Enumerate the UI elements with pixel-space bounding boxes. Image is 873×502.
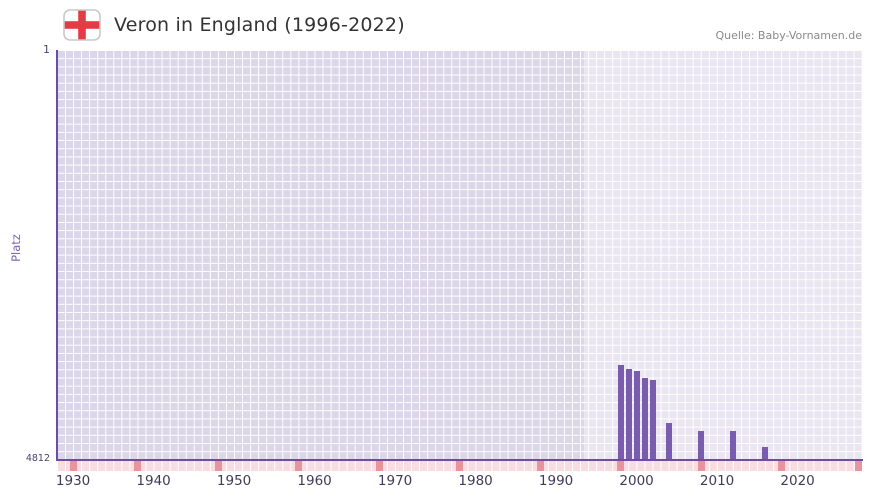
- axis-strip-mark: [855, 461, 862, 471]
- bar-2000[interactable]: [633, 371, 640, 460]
- x-tick-label-1940: 1940: [136, 473, 171, 489]
- source-attribution: Quelle: Baby-Vornamen.de: [715, 29, 862, 42]
- x-tick-label-2010: 2010: [699, 473, 735, 489]
- y-axis-line: [56, 50, 58, 461]
- y-tick-label-bottom: 4812: [25, 453, 50, 464]
- bar-2001[interactable]: [641, 377, 648, 460]
- x-tick-label-1960: 1960: [297, 473, 332, 489]
- axis-strip-mark: [69, 461, 77, 471]
- x-axis-line: [56, 459, 863, 461]
- axis-strip-mark: [375, 461, 383, 471]
- x-axis-labels: 1930 1940 1950 1960 1970 1980 1990 2000 2010 2020: [55, 473, 862, 495]
- y-tick-label-top: 1: [43, 43, 50, 56]
- axis-strip-mark: [697, 461, 705, 471]
- x-tick-label-1980: 1980: [458, 473, 493, 489]
- bar-1999[interactable]: [625, 368, 632, 460]
- x-tick-label-1930: 1930: [55, 473, 91, 489]
- plot-area: [57, 50, 862, 460]
- x-tick-label-1950: 1950: [216, 473, 252, 489]
- england-flag-icon: [63, 9, 101, 41]
- bar-2012[interactable]: [730, 431, 737, 460]
- bar-1998[interactable]: [617, 365, 624, 460]
- x-tick-label-1970: 1970: [377, 473, 413, 489]
- chart-title: Veron in England (1996-2022): [114, 14, 405, 36]
- axis-strip-mark: [134, 461, 141, 471]
- axis-strip-mark: [778, 461, 785, 471]
- bar-2008[interactable]: [698, 431, 704, 460]
- bar-2004[interactable]: [665, 423, 672, 460]
- y-axis-title: Platz: [9, 234, 23, 262]
- axis-strip-mark: [536, 461, 544, 471]
- bar-2016[interactable]: [762, 447, 769, 460]
- axis-strip-mark: [617, 461, 624, 471]
- x-tick-label-1990: 1990: [538, 473, 574, 489]
- axis-strip-mark: [456, 461, 463, 471]
- x-tick-label-2000: 2000: [619, 473, 654, 489]
- bar-2002[interactable]: [649, 379, 656, 460]
- axis-strip: [57, 461, 862, 471]
- axis-strip-mark: [214, 461, 222, 471]
- axis-strip-mark: [295, 461, 302, 471]
- x-tick-label-2020: 2020: [780, 473, 815, 489]
